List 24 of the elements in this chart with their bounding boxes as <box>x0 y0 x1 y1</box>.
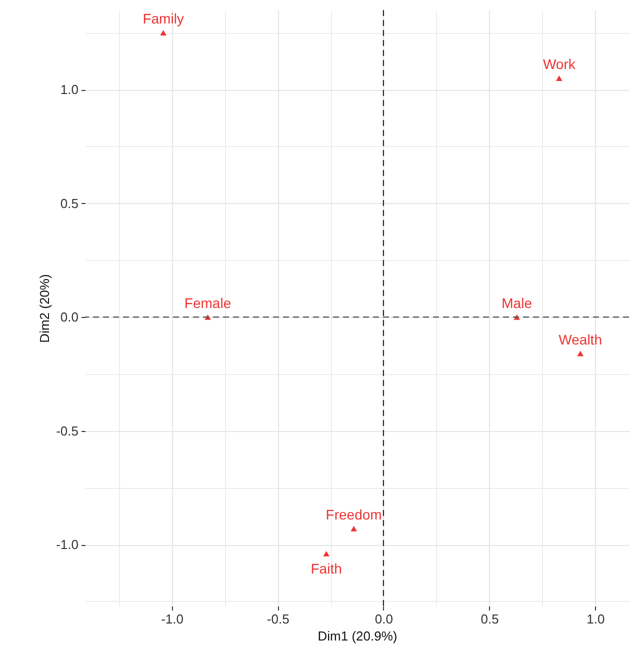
x-tick-label: 0.0 <box>374 612 393 626</box>
y-tick-label: 1.0 <box>60 82 78 98</box>
y-tick-label: -1.0 <box>56 537 78 552</box>
series-label: Female <box>184 295 232 312</box>
series-label: Family <box>142 10 184 27</box>
x-tick-label: 0.5 <box>480 612 499 626</box>
x-axis-title: Dim1 (20.9%) <box>318 628 398 644</box>
x-tick-label: 1.0 <box>586 612 605 626</box>
y-tick-label: 0.0 <box>60 310 78 325</box>
point <box>350 526 357 532</box>
point <box>577 350 584 356</box>
y-tick-label: -0.5 <box>56 423 78 438</box>
series-label: Male <box>502 295 532 312</box>
point <box>556 76 562 81</box>
series-label: Faith <box>310 560 342 577</box>
series-label: Freedom <box>326 506 382 523</box>
point <box>160 30 166 36</box>
x-tick-label: -1.0 <box>161 612 184 626</box>
x-tick-label: -0.5 <box>266 612 290 626</box>
y-axis-title: Dim2 (20%) <box>37 274 52 343</box>
series-label: Wealth <box>558 331 602 348</box>
point <box>323 550 330 556</box>
series-label: Work <box>542 56 576 72</box>
y-tick-label: 0.5 <box>60 196 78 211</box>
